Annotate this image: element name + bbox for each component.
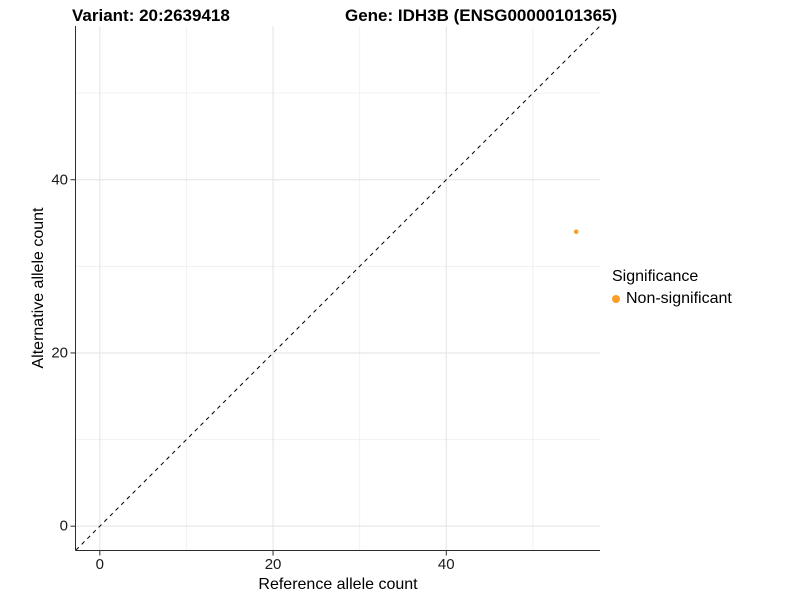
legend-entry: Non-significant — [612, 290, 732, 308]
data-point — [573, 229, 579, 235]
legend-dot-icon — [612, 295, 620, 303]
x-tick-label: 40 — [437, 556, 455, 573]
y-tick-label: 40 — [51, 171, 68, 189]
legend: Significance Non-significant — [612, 268, 732, 308]
y-tick-label: 20 — [51, 344, 68, 362]
plot-title-variant: Variant: 20:2639418 — [72, 6, 230, 25]
x-axis-label: Reference allele count — [258, 576, 418, 593]
y-tick-label: 0 — [59, 517, 68, 535]
x-tick-label: 20 — [264, 556, 282, 573]
identity-line — [75, 25, 601, 551]
legend-entry-label: Non-significant — [626, 290, 732, 307]
x-tick-label: 0 — [95, 556, 104, 573]
legend-entries: Non-significant — [612, 290, 732, 308]
plot-title-gene: Gene: IDH3B (ENSG00000101365) — [345, 6, 618, 25]
legend-title: Significance — [612, 268, 699, 285]
